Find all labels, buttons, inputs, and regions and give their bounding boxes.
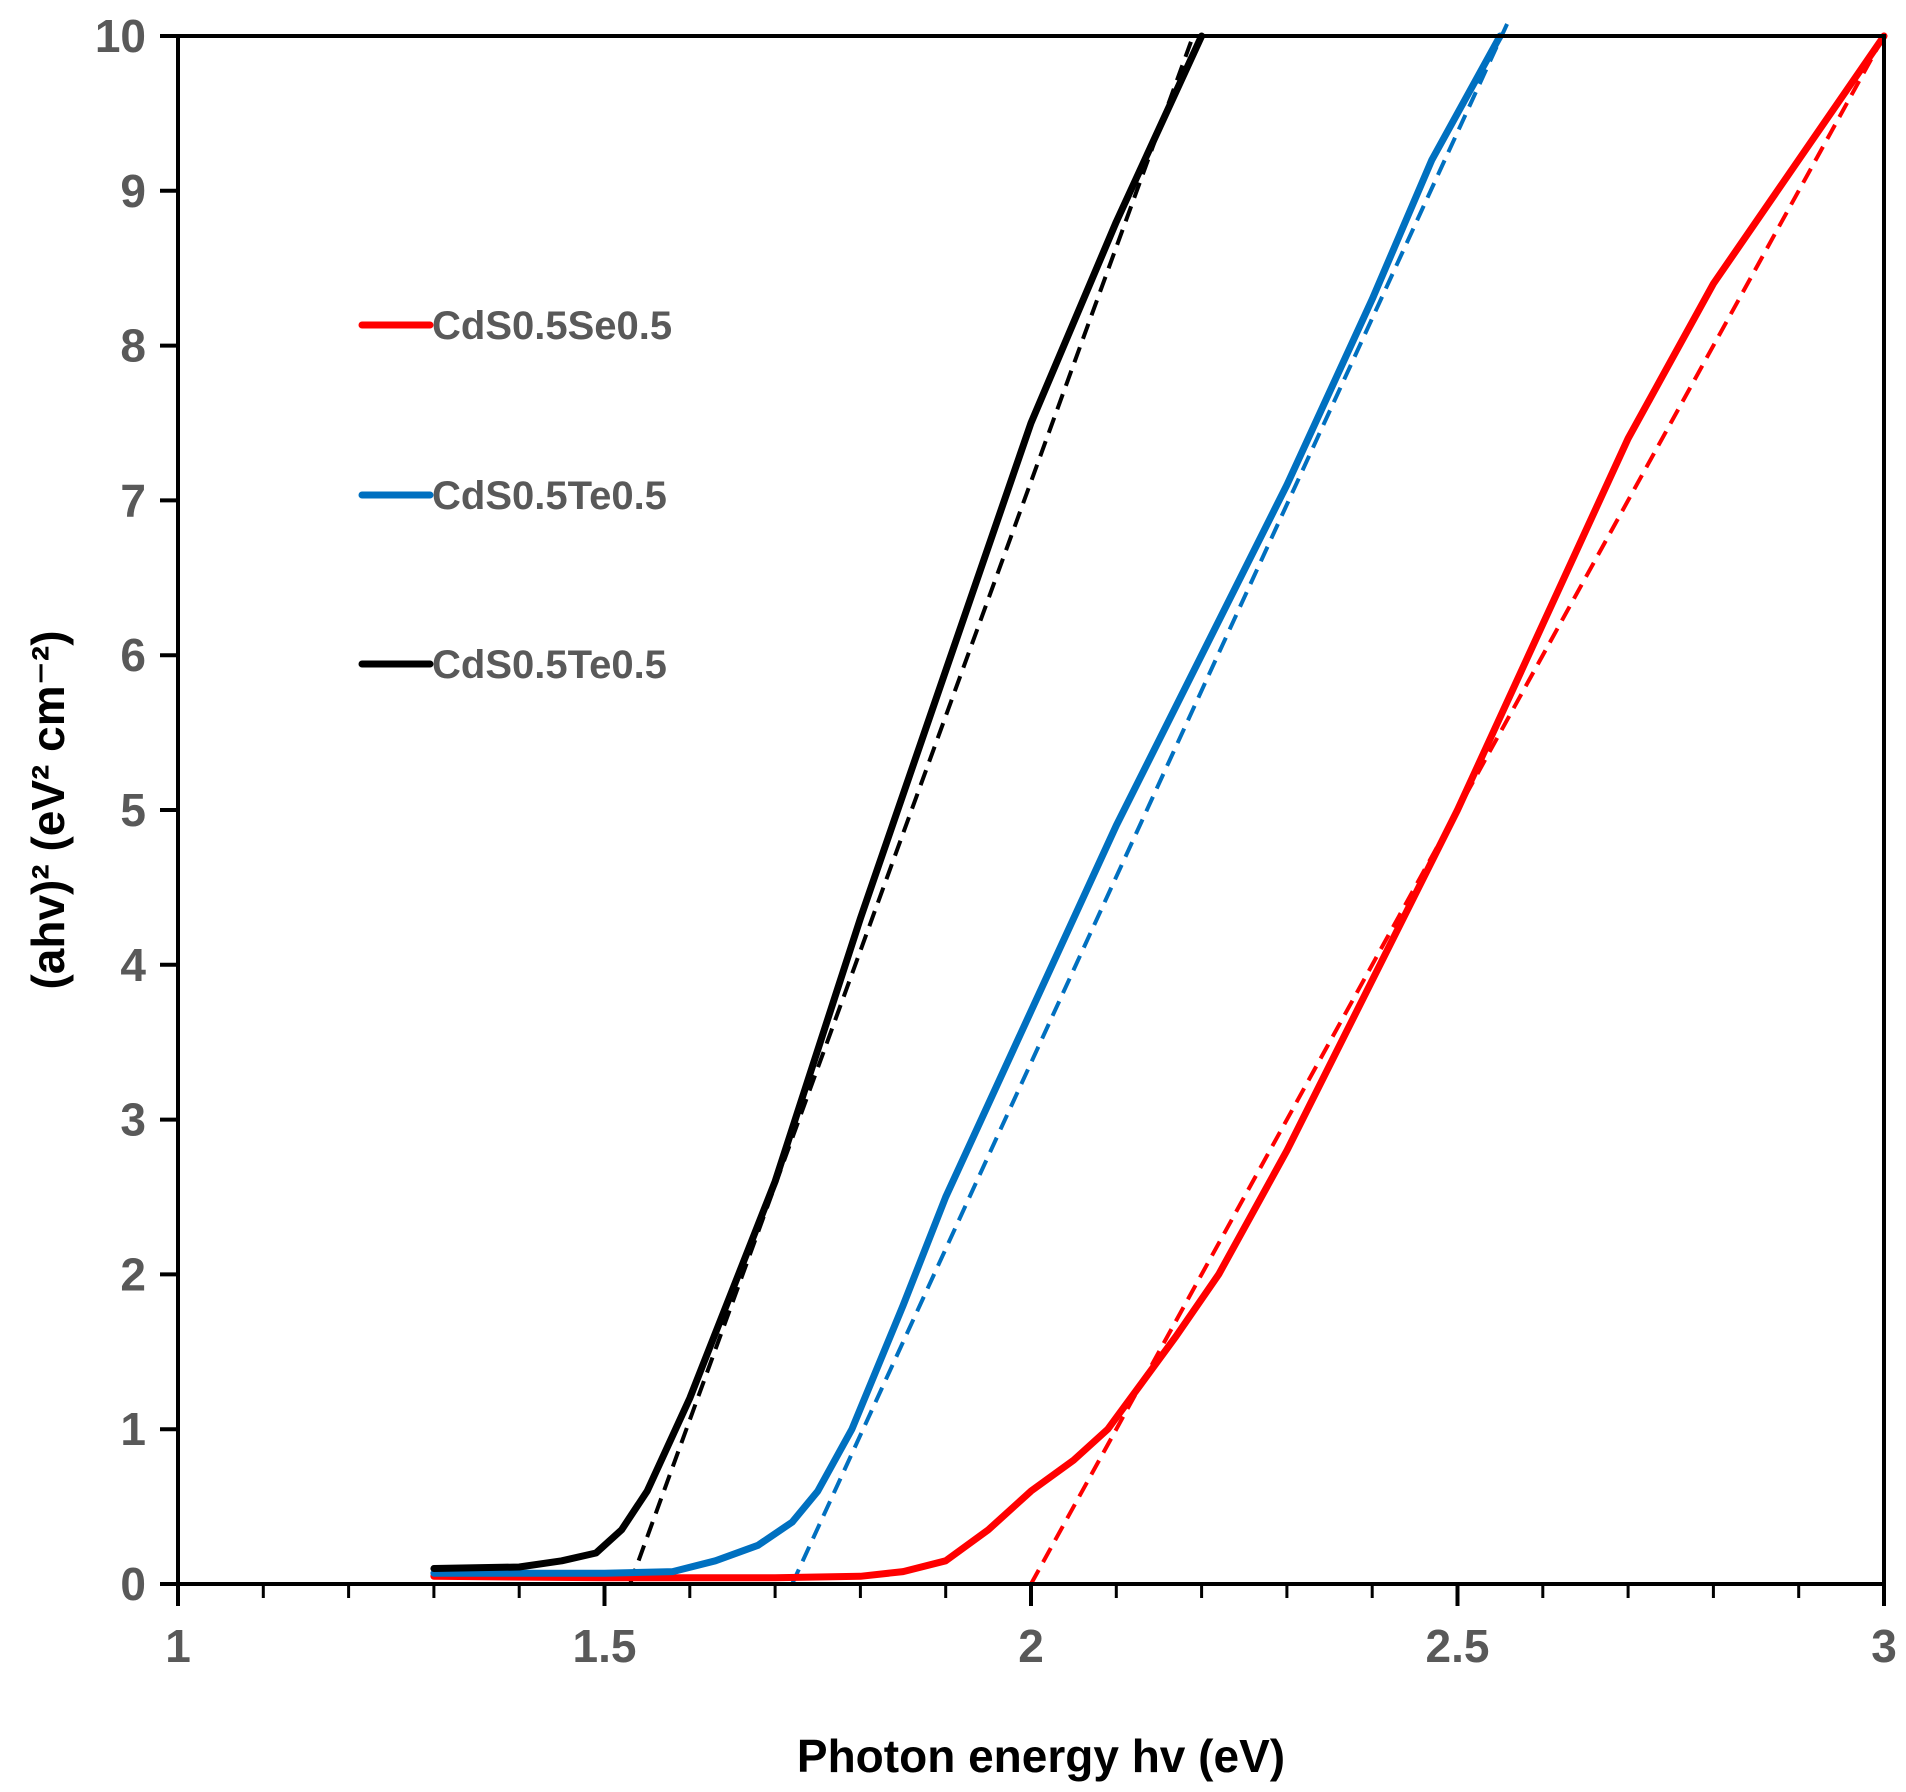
y-tick-label: 7 — [120, 474, 146, 526]
x-axis-title: Photon energy hv (eV) — [797, 1730, 1285, 1782]
legend-label: CdS0.5Te0.5 — [432, 643, 667, 687]
y-tick-label: 9 — [120, 165, 146, 217]
fit-line-3 — [628, 35, 1195, 1585]
x-tick-label: 1.5 — [573, 1620, 637, 1672]
legend-label: CdS0.5Te0.5 — [432, 474, 667, 518]
legend-label: CdS0.5Se0.5 — [432, 304, 672, 348]
y-tick-label: 5 — [120, 784, 146, 836]
y-tick-label: 3 — [120, 1094, 146, 1146]
y-axis-title: (ahv)² (eV² cm⁻²) — [22, 630, 74, 989]
x-axis-ticks: 1 1.5 2 2.5 3 — [165, 1584, 1897, 1672]
y-tick-label: 10 — [95, 10, 146, 62]
x-tick-label: 2 — [1018, 1620, 1044, 1672]
data-series — [430, 32, 1888, 1582]
y-tick-label: 6 — [120, 629, 146, 681]
x-tick-label: 1 — [165, 1620, 191, 1672]
y-tick-label: 1 — [120, 1403, 146, 1455]
y-tick-label: 4 — [120, 939, 146, 991]
fit-line-2 — [790, 19, 1511, 1585]
fit-lines — [628, 19, 1886, 1585]
legend: CdS0.5Se0.5 CdS0.5Te0.5 CdS0.5Te0.5 — [358, 304, 672, 687]
x-tick-label: 2.5 — [1426, 1620, 1490, 1672]
x-tick-label: 3 — [1871, 1620, 1897, 1672]
y-tick-label: 2 — [120, 1248, 146, 1300]
y-tick-label: 0 — [120, 1558, 146, 1610]
series-line-2 — [430, 32, 1504, 1577]
y-tick-label: 8 — [120, 320, 146, 372]
series-line-3 — [430, 32, 1206, 1572]
y-axis-ticks: 0 1 2 3 4 5 6 7 8 9 10 — [95, 10, 178, 1610]
series-line-1 — [430, 32, 1888, 1582]
plot-frame — [176, 34, 1886, 1586]
